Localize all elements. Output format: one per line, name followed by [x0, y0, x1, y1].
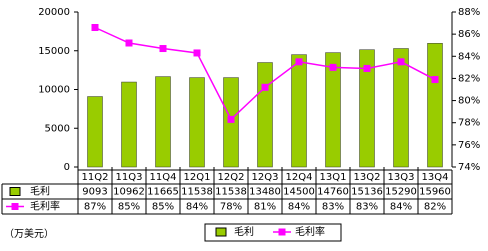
table-value: 84% — [186, 202, 208, 213]
table-value: 13480 — [249, 187, 281, 198]
table-value: 83% — [322, 202, 344, 213]
x-tick-label: 13Q3 — [388, 172, 415, 183]
table-row-label: 毛利 — [30, 186, 50, 198]
table-row-label: 毛利率 — [30, 200, 60, 213]
table-value: 78% — [220, 202, 242, 213]
y2-tick-label: 86% — [458, 29, 480, 40]
line-marker — [431, 76, 439, 84]
y2-tick-label: 88% — [458, 7, 480, 18]
y2-tick-label: 80% — [458, 96, 480, 107]
table-value: 82% — [424, 202, 446, 213]
legend-label: 毛利 — [234, 226, 254, 238]
x-tick-label: 11Q2 — [82, 172, 109, 183]
x-tick-label: 12Q4 — [286, 172, 313, 183]
y-tick-label: 10000 — [38, 85, 70, 96]
x-tick-label: 12Q3 — [252, 172, 279, 183]
table-value: 84% — [390, 202, 412, 213]
table-value: 85% — [118, 202, 140, 213]
y-tick-label: 15000 — [38, 46, 70, 57]
x-tick-label: 12Q2 — [218, 172, 245, 183]
line-marker — [159, 45, 167, 53]
bar — [359, 49, 375, 168]
line-marker — [261, 83, 269, 91]
table-value: 83% — [356, 202, 378, 213]
y2-tick-label: 74% — [458, 162, 480, 173]
line-marker — [329, 63, 337, 71]
x-tick-label: 13Q4 — [422, 172, 449, 183]
y-tick-label: 20000 — [38, 7, 70, 18]
x-tick-label: 11Q3 — [116, 172, 143, 183]
y2-tick-label: 84% — [458, 51, 480, 62]
table-value: 14500 — [283, 187, 315, 198]
line-marker — [363, 64, 371, 72]
line-marker — [295, 58, 303, 66]
x-tick-label: 12Q1 — [184, 172, 211, 183]
table-value: 85% — [152, 202, 174, 213]
table-value: 81% — [254, 202, 276, 213]
x-tick-label: 13Q1 — [320, 172, 347, 183]
legend-label: 毛利率 — [295, 225, 325, 238]
line-marker — [227, 115, 235, 123]
unit-note: （万美元） — [4, 227, 54, 240]
bar — [87, 96, 103, 168]
table-value: 11538 — [181, 187, 213, 198]
bar — [325, 52, 341, 168]
bar — [155, 76, 171, 168]
line-marker — [125, 39, 133, 47]
line-marker — [91, 24, 99, 31]
y-tick-label: 5000 — [45, 123, 70, 134]
table-value: 10962 — [113, 187, 145, 198]
table-value: 11538 — [215, 187, 247, 198]
legend-swatch — [215, 227, 227, 237]
table-value: 15290 — [385, 187, 417, 198]
table-value: 9093 — [82, 187, 107, 198]
y2-tick-label: 78% — [458, 118, 480, 129]
bar — [427, 43, 443, 168]
legend-swatch — [9, 187, 21, 196]
bar — [189, 77, 205, 168]
y-tick-label: 0 — [64, 162, 70, 173]
table-value: 15960 — [419, 187, 451, 198]
y2-tick-label: 76% — [458, 140, 480, 151]
bar — [393, 48, 409, 168]
line-marker — [397, 58, 405, 66]
line-marker — [193, 49, 201, 57]
x-tick-label: 13Q2 — [354, 172, 381, 183]
bar — [257, 62, 273, 168]
table-value: 11665 — [147, 187, 179, 198]
table-value: 14760 — [317, 187, 349, 198]
y2-tick-label: 82% — [458, 73, 480, 84]
bar — [291, 54, 307, 168]
table-value: 87% — [84, 202, 106, 213]
table-value: 15136 — [351, 187, 383, 198]
x-tick-label: 11Q4 — [150, 172, 177, 183]
legend-swatch — [278, 228, 286, 236]
legend-swatch — [11, 203, 19, 210]
bar — [121, 81, 137, 168]
table-value: 84% — [288, 202, 310, 213]
